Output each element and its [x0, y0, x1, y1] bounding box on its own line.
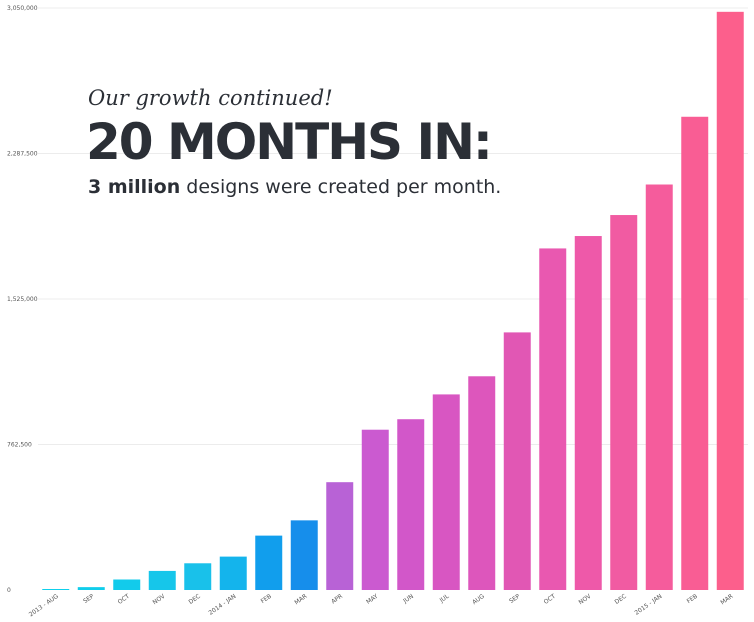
bar [716, 11, 744, 590]
x-tick-label: NOV [578, 592, 594, 606]
bar [432, 394, 460, 590]
y-tick-label: 3,050,000 [7, 5, 38, 12]
chart-title: 20 MONTHS IN: [86, 113, 493, 171]
y-tick-label: 762,500 [7, 442, 32, 449]
bar [113, 579, 141, 590]
x-tick-label: 2015 - JAN [634, 593, 664, 617]
bar [326, 482, 354, 590]
x-tick-label: OCT [117, 593, 132, 606]
bar [184, 563, 212, 590]
bar [77, 587, 105, 590]
bar [290, 520, 318, 590]
x-tick-label: JUN [401, 593, 415, 605]
bar [42, 589, 70, 590]
chart-kicker: Our growth continued! [88, 86, 333, 110]
y-tick-label: 2,287,500 [7, 151, 38, 158]
x-tick-label: DEC [614, 593, 628, 606]
bar [539, 248, 567, 590]
x-tick-label: MAR [719, 593, 734, 606]
bar [219, 556, 247, 590]
x-tick-label: JUL [438, 593, 451, 605]
x-tick-label: OCT [543, 593, 558, 606]
x-tick-label: 2014 - JAN [208, 593, 238, 617]
x-tick-label: AUG [471, 593, 486, 606]
x-tick-label: APR [330, 593, 344, 606]
bar [361, 429, 389, 590]
headline-block: Our growth continued! 20 MONTHS IN: 3 mi… [86, 86, 501, 198]
bar [503, 332, 531, 590]
subtitle-highlight: 3 million [88, 176, 181, 198]
x-tick-label: SEP [508, 593, 522, 605]
bar [255, 535, 283, 590]
bar [645, 184, 673, 591]
x-tick-label: 2013 - AUG [28, 593, 60, 619]
bar [681, 116, 709, 590]
x-tick-label: SEP [82, 593, 96, 605]
bar [468, 376, 496, 590]
chart-subtitle: 3 million designs were created per month… [88, 176, 501, 198]
x-tick-label: NOV [152, 592, 168, 606]
x-tick-label: MAR [293, 593, 308, 606]
x-tick-label: FEB [686, 593, 699, 605]
x-tick-label: MAY [365, 593, 380, 606]
subtitle-text: designs were created per month. [180, 176, 502, 198]
y-tick-label: 0 [7, 587, 11, 594]
bar [397, 419, 425, 590]
x-tick-label: FEB [260, 593, 273, 605]
x-tick-label: DEC [188, 593, 202, 606]
y-tick-label: 1,525,000 [7, 296, 38, 303]
bar [610, 215, 638, 590]
bar [148, 570, 176, 590]
bar [574, 236, 602, 590]
